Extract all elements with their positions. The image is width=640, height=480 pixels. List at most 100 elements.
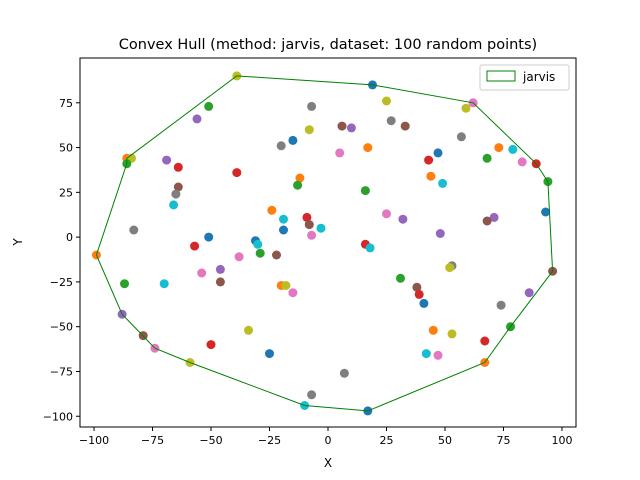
data-point	[447, 329, 457, 339]
data-point	[215, 277, 225, 287]
data-point	[204, 232, 214, 242]
data-point	[517, 157, 527, 167]
y-tick-label: −25	[50, 276, 73, 289]
data-point	[412, 282, 422, 292]
data-point	[508, 144, 518, 154]
y-tick-label: −50	[50, 321, 73, 334]
data-point	[255, 248, 265, 258]
hull-polygon-layer	[95, 75, 554, 412]
y-tick-label: 0	[66, 231, 73, 244]
x-axis-label: X	[324, 456, 332, 470]
data-point	[339, 368, 349, 378]
data-point	[461, 103, 471, 113]
x-tick-label: 25	[379, 434, 393, 447]
data-point	[279, 214, 288, 224]
data-point	[234, 252, 244, 262]
data-point	[253, 239, 263, 249]
y-axis-label: Y	[11, 238, 25, 247]
y-tick-label: 75	[59, 97, 73, 110]
data-point	[281, 281, 291, 290]
data-point	[190, 241, 200, 251]
data-point	[524, 288, 534, 298]
data-point	[346, 123, 356, 133]
data-point	[382, 96, 391, 106]
chart-title: Convex Hull (method: jarvis, dataset: 10…	[119, 37, 537, 53]
data-point	[265, 349, 274, 359]
data-point	[424, 155, 434, 165]
data-point	[419, 298, 429, 308]
data-point	[396, 273, 405, 283]
data-point	[288, 288, 298, 298]
y-tick-label: 50	[59, 142, 73, 155]
data-point	[232, 168, 242, 178]
data-point	[302, 212, 312, 222]
data-point	[433, 350, 443, 360]
legend-label-jarvis: jarvis	[522, 70, 555, 84]
data-point	[337, 121, 347, 131]
data-point	[494, 143, 504, 153]
data-point	[276, 141, 286, 151]
data-point	[197, 268, 207, 278]
data-point	[215, 264, 225, 274]
data-point	[267, 205, 277, 215]
data-point	[445, 263, 455, 273]
y-tick-label: −100	[43, 410, 73, 423]
data-point	[307, 101, 317, 111]
data-point	[386, 116, 396, 126]
plot-area-frame	[79, 57, 577, 428]
data-point	[541, 207, 551, 217]
data-point	[482, 153, 492, 163]
data-point	[304, 220, 314, 230]
data-point	[363, 143, 373, 153]
data-point	[482, 216, 492, 226]
data-point	[169, 200, 179, 210]
legend: jarvis	[479, 64, 570, 91]
data-point	[295, 173, 305, 183]
data-point	[435, 229, 445, 238]
x-tick-label: −25	[258, 434, 281, 447]
data-point	[414, 289, 424, 299]
legend-swatch-jarvis	[486, 70, 516, 82]
data-point	[438, 178, 448, 188]
data-point	[456, 132, 466, 142]
data-point	[279, 225, 288, 235]
data-point	[382, 209, 391, 219]
x-tick-label: 75	[496, 434, 510, 447]
data-point	[206, 340, 216, 350]
x-tick-label: 0	[325, 434, 332, 447]
data-point	[307, 230, 317, 240]
data-point	[400, 121, 410, 131]
convex-hull-line	[95, 75, 554, 412]
data-point	[159, 279, 169, 289]
data-point	[192, 114, 202, 124]
data-point	[316, 223, 326, 233]
data-point	[480, 336, 490, 346]
data-point	[496, 300, 506, 310]
data-point	[272, 250, 281, 260]
x-axis-ticks: −100 −75 −50 −25 0 25 50 75 100	[79, 427, 572, 447]
data-point	[173, 182, 183, 192]
y-tick-label: −75	[50, 365, 73, 378]
data-point	[171, 189, 181, 199]
x-tick-label: −100	[79, 434, 109, 447]
data-point	[293, 180, 303, 190]
data-point	[426, 171, 436, 181]
y-axis-ticks: −100 −75 −50 −25 0 25 50 75	[43, 97, 80, 423]
data-point	[288, 135, 298, 145]
data-point	[204, 101, 214, 111]
data-point	[307, 390, 317, 400]
data-point	[162, 155, 172, 165]
scatter-points	[91, 71, 558, 416]
x-tick-label: −50	[199, 434, 222, 447]
data-point	[421, 349, 431, 359]
x-tick-label: 50	[438, 434, 452, 447]
data-point	[433, 148, 443, 158]
data-point	[398, 214, 408, 224]
data-point	[304, 125, 314, 135]
data-point	[335, 148, 345, 158]
data-point	[244, 325, 253, 335]
data-point	[120, 279, 129, 289]
x-tick-label: 100	[551, 434, 572, 447]
data-point	[428, 325, 438, 335]
